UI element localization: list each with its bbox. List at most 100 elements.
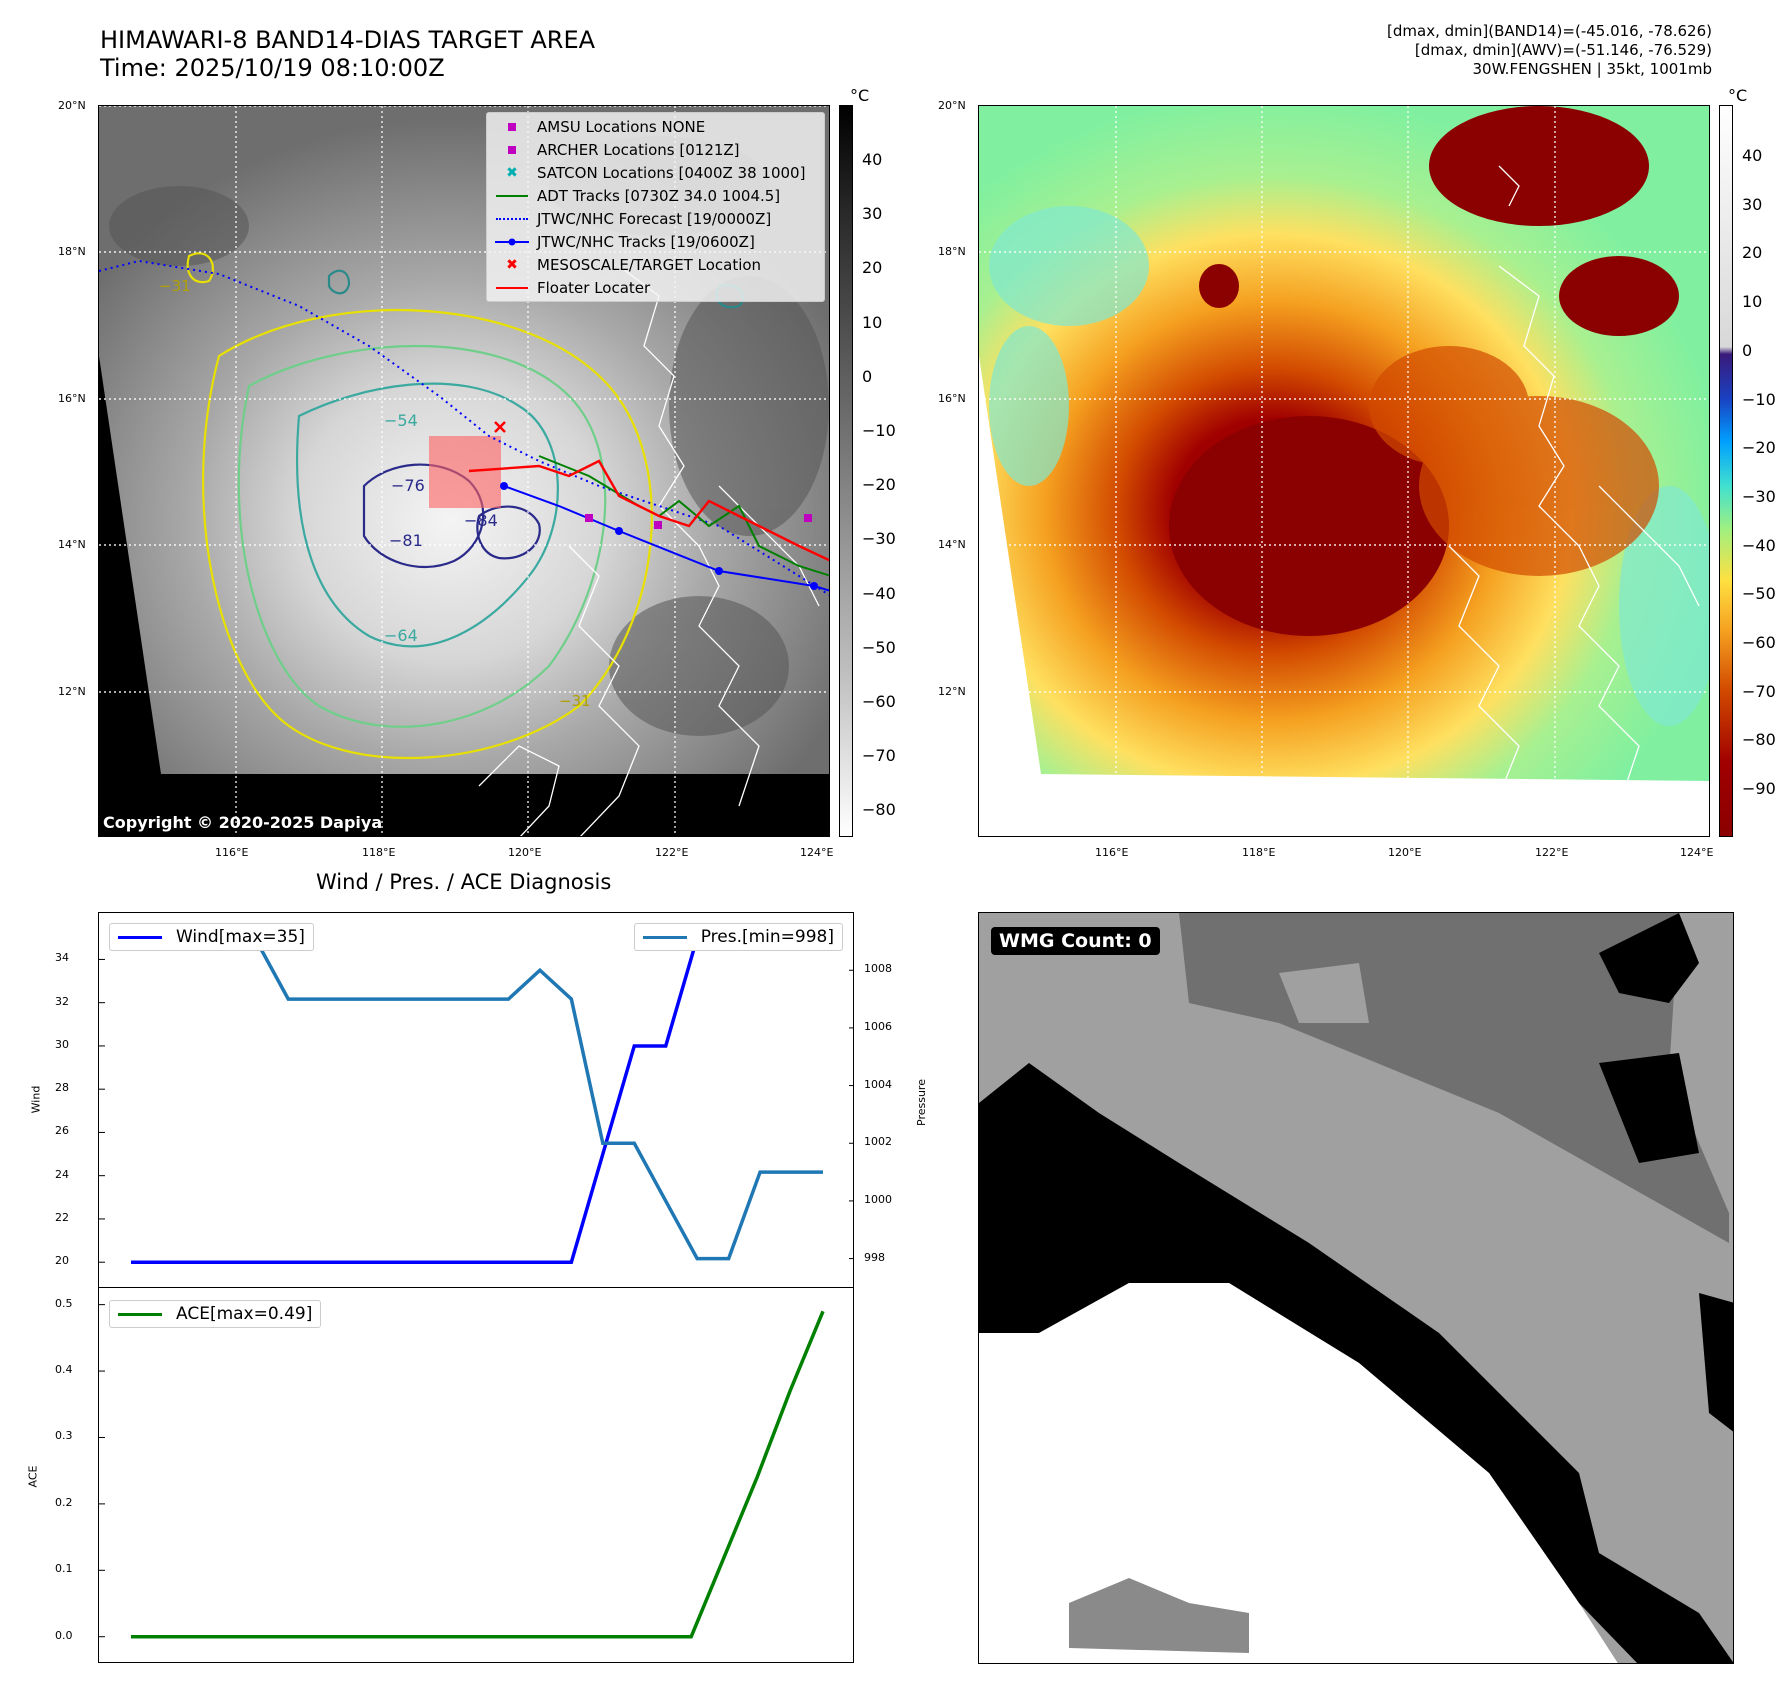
colorbar-tick-label: 20 — [862, 258, 883, 278]
ir-map-panel: −76 −81 −84 −54 −64 −31 −31 Copyright © … — [98, 105, 830, 837]
lon-label: 120°E — [1388, 846, 1422, 859]
floater-box — [429, 436, 501, 508]
ace-tick-label: 0.1 — [55, 1562, 73, 1576]
contour-label: −81 — [389, 531, 423, 550]
awv-map-panel — [978, 105, 1710, 837]
legend-item: ARCHER Locations [0121Z] — [487, 138, 824, 161]
wind-pres-plot — [99, 936, 853, 1264]
colorbar-right — [1719, 105, 1733, 837]
ace-legend: ACE[max=0.49] — [109, 1300, 322, 1328]
colorbar-tick-label: −40 — [862, 583, 896, 603]
colorbar-tick-label: −80 — [862, 800, 896, 820]
ace-tick-label: 0.2 — [55, 1495, 73, 1509]
copyright-text: Copyright © 2020-2025 Dapiya — [103, 813, 383, 832]
colorbar-tick-label: 0 — [862, 366, 873, 386]
ace-tick-label: 0.0 — [55, 1628, 73, 1642]
wmg-panel: WMG Count: 0 — [978, 912, 1734, 1664]
colorbar-tick-label: −20 — [1742, 438, 1776, 458]
wind-tick-label: 24 — [55, 1167, 69, 1181]
pressure-tick-label: 1006 — [864, 1019, 892, 1033]
pressure-tick-label: 1008 — [864, 962, 892, 976]
ace-axis-label: ACE — [26, 1465, 40, 1488]
colorbar-tick-label: −90 — [1742, 779, 1776, 799]
lat-label: 14°N — [938, 538, 966, 551]
wind-tick-label: 30 — [55, 1037, 69, 1051]
ace-tick-label: 0.5 — [55, 1296, 73, 1310]
lon-label: 118°E — [1242, 846, 1276, 859]
lon-label: 124°E — [1680, 846, 1714, 859]
ace-panel: ACE[max=0.49] — [98, 1287, 854, 1663]
colorbar-tick-label: −70 — [1742, 681, 1776, 701]
pressure-legend: Pres.[min=998] — [633, 923, 843, 951]
colorbar-tick-label: −50 — [862, 637, 896, 657]
wind-tick-label: 34 — [55, 951, 69, 965]
info-storm: 30W.FENGSHEN | 35kt, 1001mb — [1472, 60, 1712, 78]
legend-item: JTWC/NHC Tracks [19/0600Z] — [487, 230, 824, 253]
wind-series-line — [131, 936, 823, 1264]
lat-label: 16°N — [58, 392, 86, 405]
info-awv-range: [dmax, dmin](AWV)=(-51.146, -76.529) — [1414, 41, 1712, 59]
lat-label: 18°N — [938, 245, 966, 258]
ace-plot — [99, 1304, 825, 1639]
lon-label: 124°E — [800, 846, 834, 859]
colorbar-tick-label: −50 — [1742, 584, 1776, 604]
wind-legend: Wind[max=35] — [109, 923, 314, 951]
colorbar-tick-label: −30 — [862, 529, 896, 549]
colorbar-unit: °C — [1728, 86, 1748, 105]
colorbar-tick-label: 40 — [862, 150, 883, 169]
lon-label: 118°E — [362, 846, 396, 859]
pressure-tick-label: 1004 — [864, 1077, 892, 1091]
wind-tick-label: 28 — [55, 1081, 69, 1095]
pressure-tick-label: 998 — [864, 1250, 885, 1264]
contour-label: −31 — [559, 692, 591, 710]
legend-item: JTWC/NHC Forecast [19/0000Z] — [487, 207, 824, 230]
colorbar-tick-label: 0 — [1742, 340, 1753, 360]
contour-label: −54 — [384, 411, 418, 430]
contour-label: −64 — [384, 626, 418, 645]
colorbar-tick-label: −40 — [1742, 535, 1776, 555]
lat-label: 14°N — [58, 538, 86, 551]
lon-label: 116°E — [1095, 846, 1129, 859]
legend-item: AMSU Locations NONE — [487, 115, 824, 138]
contour-label: −31 — [159, 277, 191, 295]
colorbar-tick-label: 20 — [1742, 243, 1763, 263]
lat-label: 20°N — [938, 99, 966, 112]
lat-label: 12°N — [58, 685, 86, 698]
title-line-1: HIMAWARI-8 BAND14-DIAS TARGET AREA — [100, 26, 596, 54]
colorbar-tick-label: −10 — [862, 421, 896, 440]
contour-label: −76 — [391, 476, 425, 495]
colorbar-unit: °C — [850, 86, 870, 105]
lat-label: 20°N — [58, 99, 86, 112]
wind-tick-label: 20 — [55, 1254, 69, 1268]
colorbar-tick-label: 30 — [862, 204, 883, 224]
diagnosis-title: Wind / Pres. / ACE Diagnosis — [316, 870, 612, 894]
track-legend: AMSU Locations NONE ARCHER Locations [01… — [486, 112, 825, 302]
pressure-tick-label: 1002 — [864, 1135, 892, 1149]
ace-tick-label: 0.3 — [55, 1429, 73, 1443]
figure-info: [dmax, dmin](BAND14)=(-45.016, -78.626) … — [1387, 22, 1712, 79]
pressure-axis-label: Pressure — [914, 1079, 928, 1126]
colorbar-tick-label: −80 — [1742, 730, 1776, 750]
lon-label: 120°E — [508, 846, 542, 859]
ace-series-line — [131, 1310, 825, 1639]
wind-pres-panel: Wind[max=35] Pres.[min=998] — [98, 912, 854, 1288]
lon-label: 122°E — [1535, 846, 1569, 859]
colorbar-tick-label: −60 — [862, 692, 896, 711]
colorbar-tick-label: 40 — [1742, 146, 1763, 165]
lat-label: 16°N — [938, 392, 966, 405]
wind-tick-label: 22 — [55, 1210, 69, 1224]
lon-label: 122°E — [655, 846, 689, 859]
pressure-series-line — [131, 939, 823, 1261]
wind-tick-label: 26 — [55, 1124, 69, 1138]
legend-item: ✖ SATCON Locations [0400Z 38 1000] — [506, 163, 806, 182]
wmg-count-badge: WMG Count: 0 — [991, 927, 1160, 955]
lat-label: 18°N — [58, 245, 86, 258]
wind-tick-label: 32 — [55, 994, 69, 1008]
colorbar-tick-label: 10 — [1742, 292, 1763, 312]
title-line-2: Time: 2025/10/19 08:10:00Z — [100, 54, 445, 82]
wmg-image — [979, 913, 1733, 1663]
ace-tick-label: 0.4 — [55, 1363, 73, 1377]
colorbar-tick-label: −20 — [862, 475, 896, 495]
wind-axis-label: Wind — [29, 1085, 43, 1114]
colorbar-tick-label: −60 — [1742, 633, 1776, 652]
